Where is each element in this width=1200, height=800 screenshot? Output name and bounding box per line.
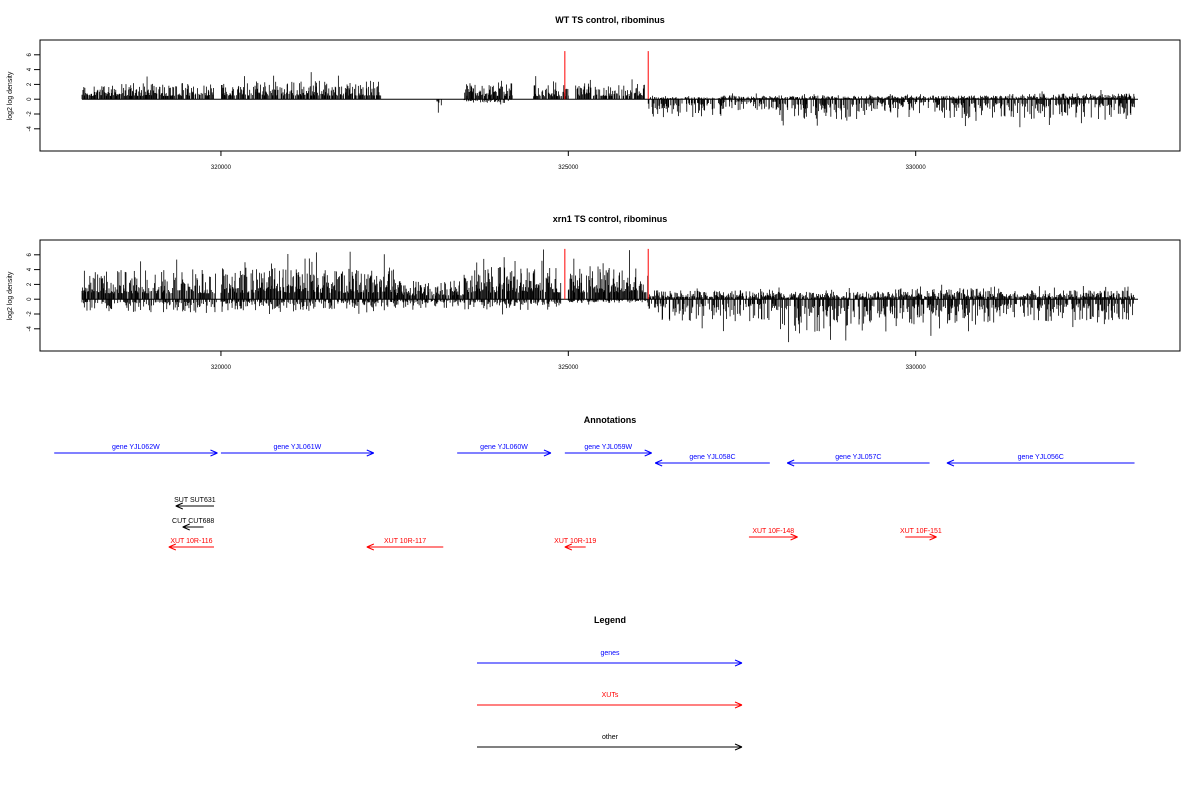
feature-arrow: [220, 449, 374, 457]
y-tick-label: 0: [27, 297, 33, 301]
feature-arrow: [654, 459, 770, 467]
x-axis-wt: 320000 325000 330000: [211, 151, 926, 171]
panel-title-wt: WT TS control, ribominus: [555, 15, 665, 25]
feature-gene: gene YJL057C: [786, 454, 930, 467]
panel-wt: WT TS control, ribominus log2 log densit…: [7, 15, 1181, 171]
feature-gene: gene YJL060W: [457, 444, 552, 457]
feature-arrow: [168, 543, 214, 551]
feature-arrow: [477, 743, 743, 751]
feature-label: gene YJL059W: [584, 444, 632, 451]
feature-arrow: [786, 459, 930, 467]
feature-label: SUT SUT631: [174, 497, 216, 504]
feature-label: gene YJL058C: [689, 454, 735, 461]
feature-arrow: [182, 523, 204, 531]
y-tick-label: 0: [27, 97, 33, 101]
x-tick-label: 320000: [211, 365, 232, 371]
feature-other: CUT CUT688: [172, 518, 214, 531]
feature-label: XUT 10F-151: [900, 528, 942, 535]
highlight-lines-xrn1: [564, 248, 649, 300]
legend-item-other: other: [477, 734, 743, 751]
feature-label: gene YJL061W: [273, 444, 321, 451]
feature-arrow: [564, 543, 586, 551]
y-tick-label: 6: [27, 52, 33, 56]
feature-arrow: [905, 533, 937, 541]
feature-label: gene YJL056C: [1018, 454, 1064, 461]
feature-gene: gene YJL059W: [564, 444, 652, 457]
feature-arrow: [564, 449, 652, 457]
annotations-track: Annotations gene YJL062W gene YJL061W gene…: [54, 415, 1135, 551]
feature-xut: XUT 10R-116: [168, 538, 214, 551]
feature-arrow: [457, 449, 552, 457]
feature-label: XUT 10R-116: [170, 538, 212, 545]
feature-arrow: [477, 701, 743, 709]
x-tick-label: 320000: [211, 165, 232, 171]
feature-gene: gene YJL056C: [946, 454, 1135, 467]
feature-gene: gene YJL058C: [654, 454, 770, 467]
y-tick-label: -4: [27, 125, 33, 131]
y-tick-label: 2: [27, 282, 33, 286]
feature-label: gene YJL057C: [835, 454, 881, 461]
x-tick-label: 325000: [558, 165, 579, 171]
x-axis-xrn1: 320000 325000 330000: [211, 351, 926, 371]
legend-items: genes XUTs other: [477, 650, 743, 751]
feature-arrow: [54, 449, 218, 457]
legend-title: Legend: [594, 615, 626, 625]
y-tick-label: -2: [27, 111, 33, 117]
feature-label: XUT 10F-148: [752, 528, 794, 535]
y-tick-label: -2: [27, 311, 33, 317]
feature-label: gene YJL062W: [112, 444, 160, 451]
legend: Legend genes XUTs other: [477, 615, 743, 751]
x-tick-label: 330000: [906, 165, 927, 171]
feature-xut: XUT 10F-148: [748, 528, 798, 541]
feature-label: gene YJL060W: [480, 444, 528, 451]
feature-gene: gene YJL062W: [54, 444, 218, 457]
y-tick-label: 2: [27, 82, 33, 86]
legend-label: genes: [600, 650, 620, 657]
panel-title-xrn1: xrn1 TS control, ribominus: [553, 214, 668, 224]
y-axis-wt: -4 -2 0 2 4 6: [27, 52, 41, 131]
feature-gene: gene YJL061W: [220, 444, 374, 457]
feature-arrow: [477, 659, 743, 667]
feature-arrow: [175, 502, 214, 510]
legend-label: XUTs: [602, 692, 619, 699]
y-tick-label: 4: [27, 67, 33, 71]
feature-arrow: [366, 543, 444, 551]
legend-label: other: [602, 734, 619, 741]
y-tick-label: -4: [27, 325, 33, 331]
feature-label: CUT CUT688: [172, 518, 214, 525]
feature-arrow: [748, 533, 798, 541]
panel-xrn1: xrn1 TS control, ribominus log2 log dens…: [7, 214, 1181, 371]
y-tick-label: 6: [27, 252, 33, 256]
feature-other: SUT SUT631: [174, 497, 216, 510]
ylabel-wt: log2 log density: [7, 71, 14, 120]
x-tick-label: 325000: [558, 365, 579, 371]
bars-xrn1: [81, 249, 1135, 343]
feature-xut: XUT 10F-151: [900, 528, 942, 541]
legend-item-gene: genes: [477, 650, 743, 667]
annotations-title: Annotations: [584, 415, 637, 425]
highlight-lines-wt: [564, 51, 649, 100]
x-tick-label: 330000: [906, 365, 927, 371]
y-tick-label: 4: [27, 267, 33, 271]
feature-label: XUT 10R-117: [384, 538, 426, 545]
feature-arrow: [946, 459, 1135, 467]
legend-item-xut: XUTs: [477, 692, 743, 709]
feature-xut: XUT 10R-117: [366, 538, 444, 551]
y-axis-xrn1: -4 -2 0 2 4 6: [27, 252, 41, 331]
feature-xut: XUT 10R-119: [554, 538, 596, 551]
feature-label: XUT 10R-119: [554, 538, 596, 545]
feature-list: gene YJL062W gene YJL061W gene YJL060W gene…: [54, 444, 1135, 551]
ylabel-xrn1: log2 log density: [7, 271, 14, 320]
